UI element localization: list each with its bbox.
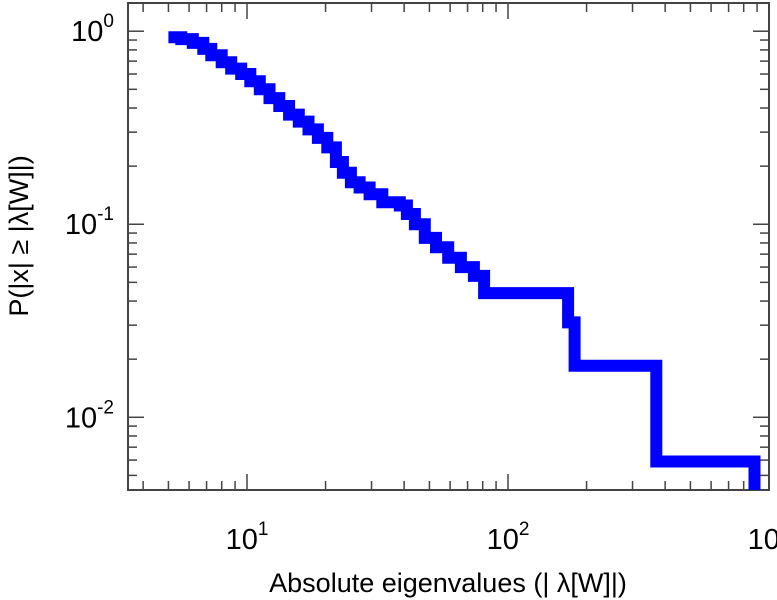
x-tick-labels: 101102103 [226, 519, 777, 556]
x-tick-label: 101 [226, 519, 269, 556]
x-tick-label: 102 [487, 519, 530, 556]
y-tick-label-base: 10 [65, 402, 97, 434]
x-tick-label-base: 10 [748, 524, 777, 556]
y-tick-label-exponent: -1 [97, 204, 114, 225]
x-tick-label-exponent: 2 [519, 519, 530, 540]
y-tick-label: 100 [71, 11, 114, 48]
y-tick-label-exponent: 0 [103, 11, 114, 32]
x-tick-label-base: 10 [487, 524, 519, 556]
y-tick-label-exponent: -2 [97, 397, 114, 418]
y-tick-label: 10-2 [65, 397, 114, 434]
x-tick-label-base: 10 [226, 524, 258, 556]
y-axis-label: P(|x| ≥ |λ[W]|) [4, 155, 34, 316]
y-tick-label-base: 10 [71, 16, 103, 48]
axis-ticks [128, 3, 770, 490]
x-tick-label-exponent: 1 [258, 519, 269, 540]
plot-frame [127, 2, 770, 491]
ccdf-step-line [168, 31, 761, 490]
y-tick-label: 10-1 [65, 204, 114, 241]
x-tick-label: 103 [748, 519, 777, 556]
y-tick-label-base: 10 [65, 209, 97, 241]
x-axis-label: Absolute eigenvalues (| λ[W]|) [269, 568, 627, 598]
